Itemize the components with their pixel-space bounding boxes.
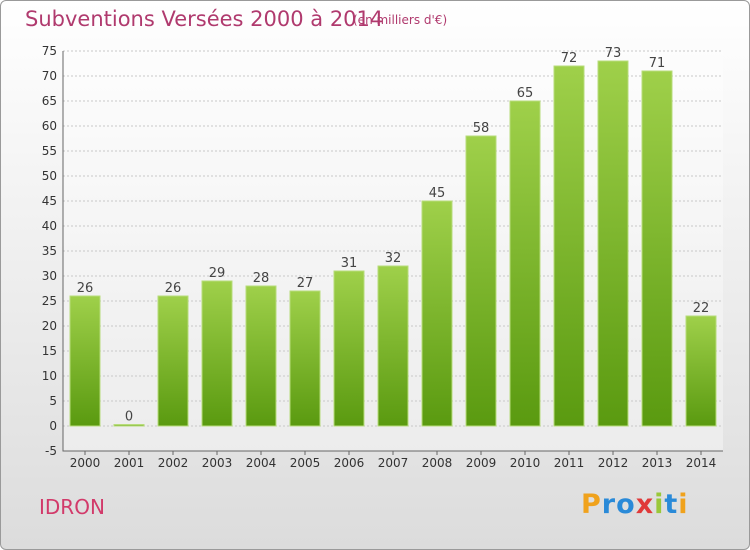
- y-tick-label: 40: [42, 219, 57, 233]
- data-label-2008: 45: [429, 186, 446, 201]
- data-label-2009: 58: [473, 121, 490, 136]
- commune-name: IDRON: [39, 495, 105, 519]
- data-label-2005: 27: [297, 276, 314, 291]
- data-label-2006: 31: [341, 256, 358, 271]
- data-label-2014: 22: [693, 301, 710, 316]
- y-tick-label: 0: [49, 419, 57, 433]
- data-label-2001: 0: [125, 410, 133, 425]
- y-tick-label: 5: [49, 394, 57, 408]
- bar-2009: [465, 135, 497, 427]
- x-tick-label-2008: 2008: [422, 456, 453, 470]
- x-tick-label-2006: 2006: [334, 456, 365, 470]
- y-tick-label: 70: [42, 69, 57, 83]
- y-tick-label: 30: [42, 269, 57, 283]
- x-tick-label-2001: 2001: [114, 456, 145, 470]
- x-tick-label-2000: 2000: [70, 456, 101, 470]
- data-label-2013: 71: [649, 56, 666, 71]
- bar-2002: [157, 295, 189, 427]
- bar-2011: [553, 65, 585, 427]
- chart-subtitle: (en milliers d'€): [353, 13, 448, 27]
- data-label-2003: 29: [209, 266, 226, 281]
- data-label-2002: 26: [165, 281, 182, 296]
- bar-2006: [333, 270, 365, 427]
- data-label-2004: 28: [253, 271, 270, 286]
- bar-2003: [201, 280, 233, 427]
- x-tick-label-2005: 2005: [290, 456, 321, 470]
- x-tick-label-2011: 2011: [554, 456, 585, 470]
- data-label-2011: 72: [561, 51, 578, 66]
- y-tick-label: -5: [45, 444, 57, 458]
- data-label-2010: 65: [517, 86, 534, 101]
- bar-2014: [685, 315, 717, 427]
- x-tick-label-2004: 2004: [246, 456, 277, 470]
- data-label-2000: 26: [77, 281, 94, 296]
- y-tick-label: 75: [42, 44, 57, 58]
- bar-2013: [641, 70, 673, 427]
- x-tick-label-2012: 2012: [598, 456, 629, 470]
- axes: [62, 51, 723, 452]
- y-tick-label: 45: [42, 194, 57, 208]
- y-tick-label: 35: [42, 244, 57, 258]
- chart-title: Subventions Versées 2000 à 2014: [25, 7, 384, 31]
- y-tick-label: 10: [42, 369, 57, 383]
- bar-2008: [421, 200, 453, 427]
- data-label-2007: 32: [385, 251, 402, 266]
- y-tick-label: 20: [42, 319, 57, 333]
- y-tick-label: 50: [42, 169, 57, 183]
- y-tick-label: 60: [42, 119, 57, 133]
- y-tick-label: 55: [42, 144, 57, 158]
- x-tick-label-2013: 2013: [642, 456, 673, 470]
- bar-2001: [113, 424, 145, 427]
- x-tick-label-2002: 2002: [158, 456, 189, 470]
- data-label-2012: 73: [605, 46, 622, 61]
- x-tick-label-2009: 2009: [466, 456, 497, 470]
- x-tick-label-2010: 2010: [510, 456, 541, 470]
- bar-2010: [509, 100, 541, 427]
- x-tick-label-2014: 2014: [686, 456, 717, 470]
- y-tick-label: 25: [42, 294, 57, 308]
- x-tick-label-2003: 2003: [202, 456, 233, 470]
- bar-2012: [597, 60, 629, 427]
- bar-2004: [245, 285, 277, 427]
- bar-2005: [289, 290, 321, 427]
- y-tick-label: 65: [42, 94, 57, 108]
- y-tick-label: 15: [42, 344, 57, 358]
- proxiti-logo[interactable]: Proxiti: [581, 489, 689, 520]
- bar-2007: [377, 265, 409, 427]
- x-tick-label-2007: 2007: [378, 456, 409, 470]
- bar-2000: [69, 295, 101, 427]
